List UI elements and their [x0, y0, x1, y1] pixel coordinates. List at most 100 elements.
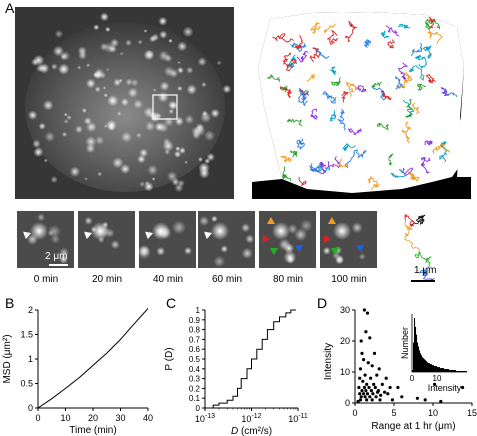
inset-bar [426, 361, 428, 372]
inset-bar [445, 369, 447, 372]
fluorescent-spot [335, 254, 344, 264]
inset-bar [425, 360, 427, 372]
particle-track [298, 176, 307, 187]
scatter-point [383, 390, 387, 394]
fluorescent-spot [216, 60, 222, 66]
particle-track [344, 149, 367, 169]
track-scale-bar [411, 280, 435, 282]
fluorescent-spot [103, 93, 108, 98]
x-tick-label: 30 [115, 413, 125, 423]
scatter-point [384, 376, 388, 380]
inset-bar [458, 371, 460, 372]
fluorescent-spot [198, 162, 210, 174]
y-tick-label: 2 [28, 305, 33, 315]
particle-track [388, 153, 394, 166]
x-tick-label: 10-12 [241, 413, 261, 424]
inset-bar [463, 371, 465, 372]
fluorescent-spot [69, 166, 81, 177]
scatter-point [378, 398, 382, 402]
inset-bar [435, 366, 437, 372]
particle-track [327, 29, 339, 46]
scatter-point [358, 367, 363, 371]
fluorescent-spot [117, 111, 122, 116]
fluorescent-spot [33, 54, 45, 66]
fluorescent-spot [86, 63, 90, 68]
fluorescent-spot [177, 61, 181, 65]
particle-track [367, 176, 380, 190]
fluorescent-spot [322, 246, 331, 255]
scatter-point [366, 361, 370, 365]
fluorescent-spot [85, 136, 97, 148]
fluorescent-spot [158, 50, 170, 62]
fluorescent-spot [172, 220, 186, 235]
fluorescent-spot [99, 72, 107, 79]
fluorescent-spot [81, 108, 87, 113]
fluorescent-spot [33, 147, 44, 158]
scatter-point [365, 311, 370, 315]
fluorescent-spot [241, 247, 253, 259]
arrowhead [263, 235, 270, 243]
y-tick-label: 0.5 [189, 355, 201, 364]
inset-bar [452, 370, 454, 372]
time-lapse-frame [198, 211, 255, 268]
y-tick-label: 0.7 [189, 335, 201, 344]
inset-bar [424, 359, 426, 372]
inset-bar [465, 371, 467, 372]
particle-track [294, 35, 304, 50]
particle-track [408, 65, 425, 81]
particle-track [336, 108, 346, 131]
fluorescent-spot [358, 253, 366, 260]
fluorescent-spot [125, 78, 133, 86]
scatter-point [360, 389, 364, 393]
arrowhead [330, 248, 339, 255]
diffusion-cdf-chart: 10-13 10-12 10-11 00.10.20.30.40.50.60.70.8… [164, 306, 308, 436]
micrograph-canvas [15, 7, 234, 199]
inset-bar [459, 371, 461, 372]
particle-track [427, 27, 443, 44]
scatter-point [359, 339, 363, 343]
fluorescent-spot [60, 53, 68, 61]
fluorescent-spot [38, 122, 46, 130]
time-caption: 40 min [152, 274, 183, 285]
scatter-point [358, 376, 362, 380]
particle-track [290, 42, 307, 53]
particle-track [357, 85, 367, 93]
inset-bar [440, 368, 442, 372]
time-lapse-frame-canvas [17, 211, 74, 268]
particle-track [387, 39, 395, 49]
fluorescent-spot [53, 45, 64, 57]
fluorescent-spot [197, 156, 203, 162]
inset-bar [454, 370, 456, 372]
inset-bar [455, 370, 457, 372]
fluorescent-spot [77, 65, 82, 70]
scatter-point [358, 398, 363, 402]
fluorescent-spot [27, 110, 38, 120]
inset-bar [412, 370, 414, 372]
particle-track [327, 156, 341, 170]
msd-chart: 0 10 20 30 40 0 0.5 1 1.5 2 Time (min) MSD (μm²) [2, 305, 153, 436]
particle-track [329, 66, 337, 76]
fluorescent-spot [107, 95, 119, 107]
particle-track [402, 72, 413, 82]
y-tick-label: 0 [196, 404, 201, 413]
fluorescent-spot [37, 213, 46, 222]
fluorescent-spot [245, 234, 255, 244]
fluorescent-spot [156, 246, 166, 256]
inset-x-tick-label: 10 [433, 374, 442, 383]
scatter-point [360, 351, 364, 355]
inset-bar [427, 362, 429, 372]
fluorescent-spot [84, 216, 93, 225]
x-tick-label: 10-11 [288, 413, 308, 424]
y-tick-label: 1.5 [20, 330, 33, 340]
fluorescent-spot [177, 41, 188, 52]
particle-track [422, 45, 432, 60]
particle-track [286, 118, 303, 127]
y-tick-label: 1 [196, 306, 201, 315]
fluorescent-spot [211, 215, 218, 223]
particle-track [308, 163, 318, 172]
x-axis-label: Time (min) [69, 425, 116, 436]
track-map [252, 7, 471, 199]
inset-x-axis-label: Intensity [428, 383, 462, 393]
fluorescent-spot [155, 113, 162, 119]
inset-bar [460, 371, 462, 372]
